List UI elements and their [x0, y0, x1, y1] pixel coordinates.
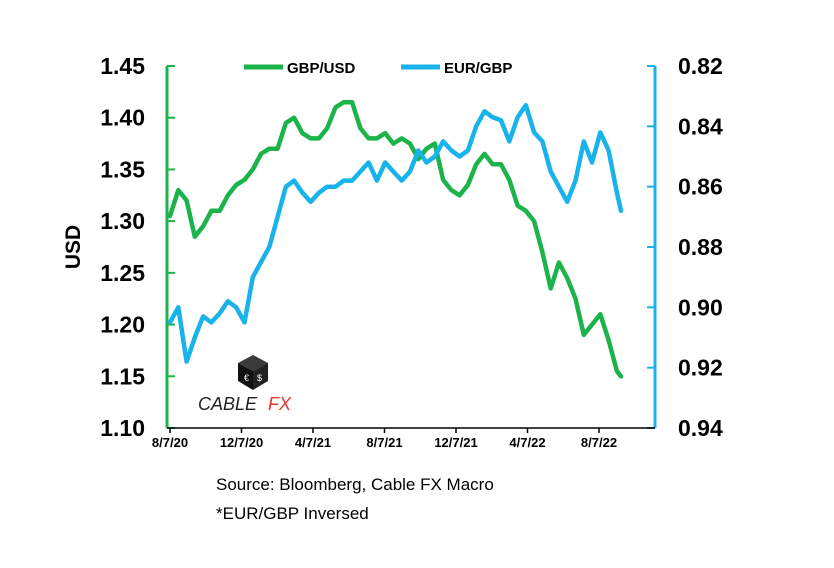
- svg-text:CABLE FX: CABLE FX: [198, 394, 292, 414]
- svg-text:€: €: [244, 373, 249, 383]
- x-tick-label: 4/7/21: [295, 435, 331, 450]
- logo-text-fx: FX: [268, 394, 292, 414]
- left-tick-label: 1.40: [100, 105, 145, 131]
- x-tick-label: 8/7/21: [366, 435, 402, 450]
- cable-fx-logo: € $ CABLE FX: [198, 355, 292, 414]
- right-tick-label: 0.92: [678, 355, 723, 381]
- left-tick-label: 1.45: [100, 53, 145, 79]
- right-tick-label: 0.90: [678, 294, 723, 320]
- left-tick-label: 1.10: [100, 415, 145, 441]
- series-line-gbpusd: [167, 99, 624, 379]
- right-tick-label: 0.84: [678, 113, 723, 139]
- logo-text-cable: CABLE: [198, 394, 258, 414]
- left-axis-ticks: 1.45 1.40 1.35 1.30 1.25 1.20 1.15 1.10: [100, 53, 175, 441]
- series-lines: [167, 99, 624, 379]
- legend: GBP/USD EUR/GBP: [244, 60, 512, 77]
- svg-text:$: $: [257, 373, 262, 383]
- source-note: Source: Bloomberg, Cable FX Macro: [216, 475, 494, 494]
- x-tick-label: 8/7/20: [152, 435, 188, 450]
- left-tick-label: 1.15: [100, 363, 145, 389]
- x-axis-ticks: 8/7/20 12/7/20 4/7/21 8/7/21 12/7/21 4/7/22 8/…: [152, 428, 617, 450]
- dice-icon: € $: [238, 355, 268, 390]
- left-tick-label: 1.35: [100, 156, 145, 182]
- right-tick-label: 0.86: [678, 174, 723, 200]
- y-axis-label: USD: [62, 225, 85, 269]
- left-tick-label: 1.20: [100, 312, 145, 338]
- x-tick-label: 4/7/22: [509, 435, 545, 450]
- right-tick-label: 0.88: [678, 234, 723, 260]
- right-axis-ticks: 0.82 0.84 0.86 0.88 0.90 0.92 0.94: [647, 53, 723, 441]
- left-tick-label: 1.30: [100, 208, 145, 234]
- x-tick-label: 12/7/21: [434, 435, 477, 450]
- legend-label-eurgbp: EUR/GBP: [444, 60, 512, 77]
- inversion-note: *EUR/GBP Inversed: [216, 504, 369, 523]
- legend-label-gbpusd: GBP/USD: [287, 60, 356, 77]
- right-tick-label: 0.94: [678, 415, 723, 441]
- x-tick-label: 12/7/20: [220, 435, 263, 450]
- right-tick-label: 0.82: [678, 53, 723, 79]
- left-tick-label: 1.25: [100, 260, 145, 286]
- series-line-eurgbp: [167, 102, 624, 364]
- x-tick-label: 8/7/22: [581, 435, 617, 450]
